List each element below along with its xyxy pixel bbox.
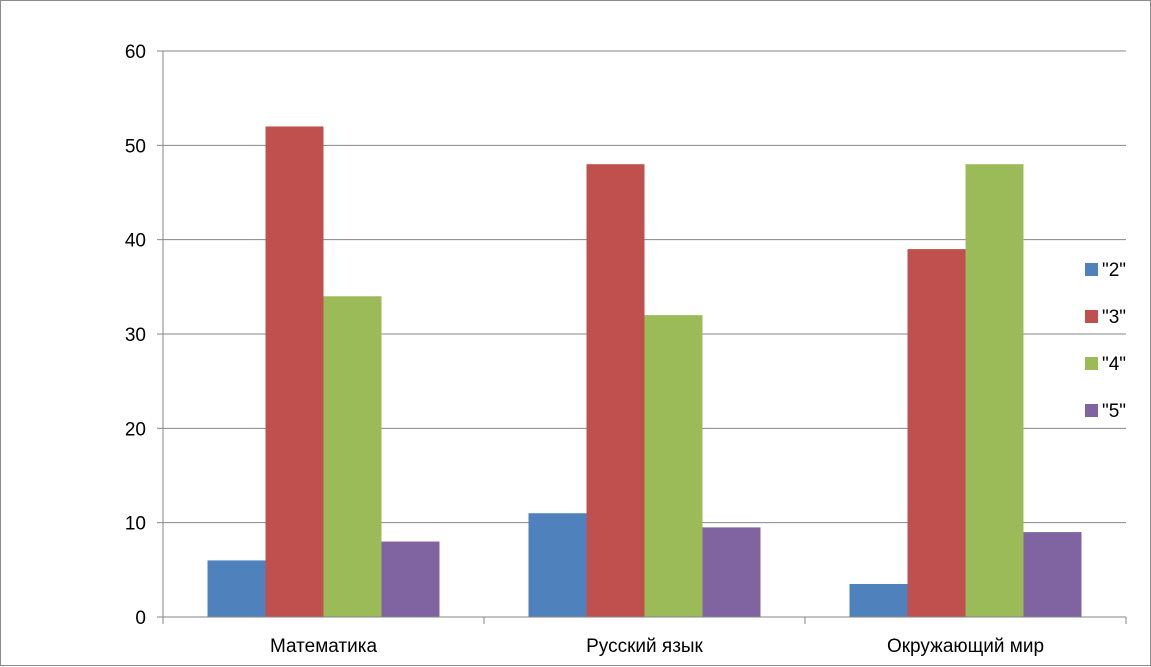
bar xyxy=(907,249,966,617)
y-tick-label: 0 xyxy=(135,608,146,629)
y-tick-label: 40 xyxy=(125,231,146,252)
y-tick-label: 60 xyxy=(125,42,146,63)
bar xyxy=(644,315,703,617)
bar xyxy=(323,296,382,617)
legend-swatch xyxy=(1085,263,1098,276)
legend-label: "2" xyxy=(1102,260,1126,281)
y-tick-label: 50 xyxy=(125,136,146,157)
x-category-labels: Математика Русский язык Окружающий мир xyxy=(270,636,1044,657)
x-category-label: Русский язык xyxy=(586,636,703,657)
x-category-label: Математика xyxy=(270,636,378,657)
bar xyxy=(702,527,761,617)
axes xyxy=(157,50,1127,624)
legend-label: "3" xyxy=(1102,307,1126,328)
bar xyxy=(381,541,440,617)
bar xyxy=(207,560,266,617)
bar xyxy=(1023,532,1082,617)
y-tick-label: 10 xyxy=(125,514,146,535)
bars xyxy=(207,126,1082,617)
legend: "2" "3" "4" "5" xyxy=(1085,260,1126,422)
legend-swatch xyxy=(1085,310,1098,323)
bar xyxy=(849,583,908,617)
bar xyxy=(528,513,587,617)
bar xyxy=(965,164,1024,617)
y-tick-label: 30 xyxy=(125,325,146,346)
legend-label: "4" xyxy=(1102,354,1126,375)
legend-swatch xyxy=(1085,357,1098,370)
bar xyxy=(265,126,324,617)
bar xyxy=(586,164,645,617)
y-tick-labels: 0 10 20 30 40 50 60 xyxy=(125,42,146,629)
y-tick-label: 20 xyxy=(125,419,146,440)
x-category-label: Окружающий мир xyxy=(887,636,1044,657)
legend-swatch xyxy=(1085,404,1098,417)
legend-label: "5" xyxy=(1102,401,1126,422)
